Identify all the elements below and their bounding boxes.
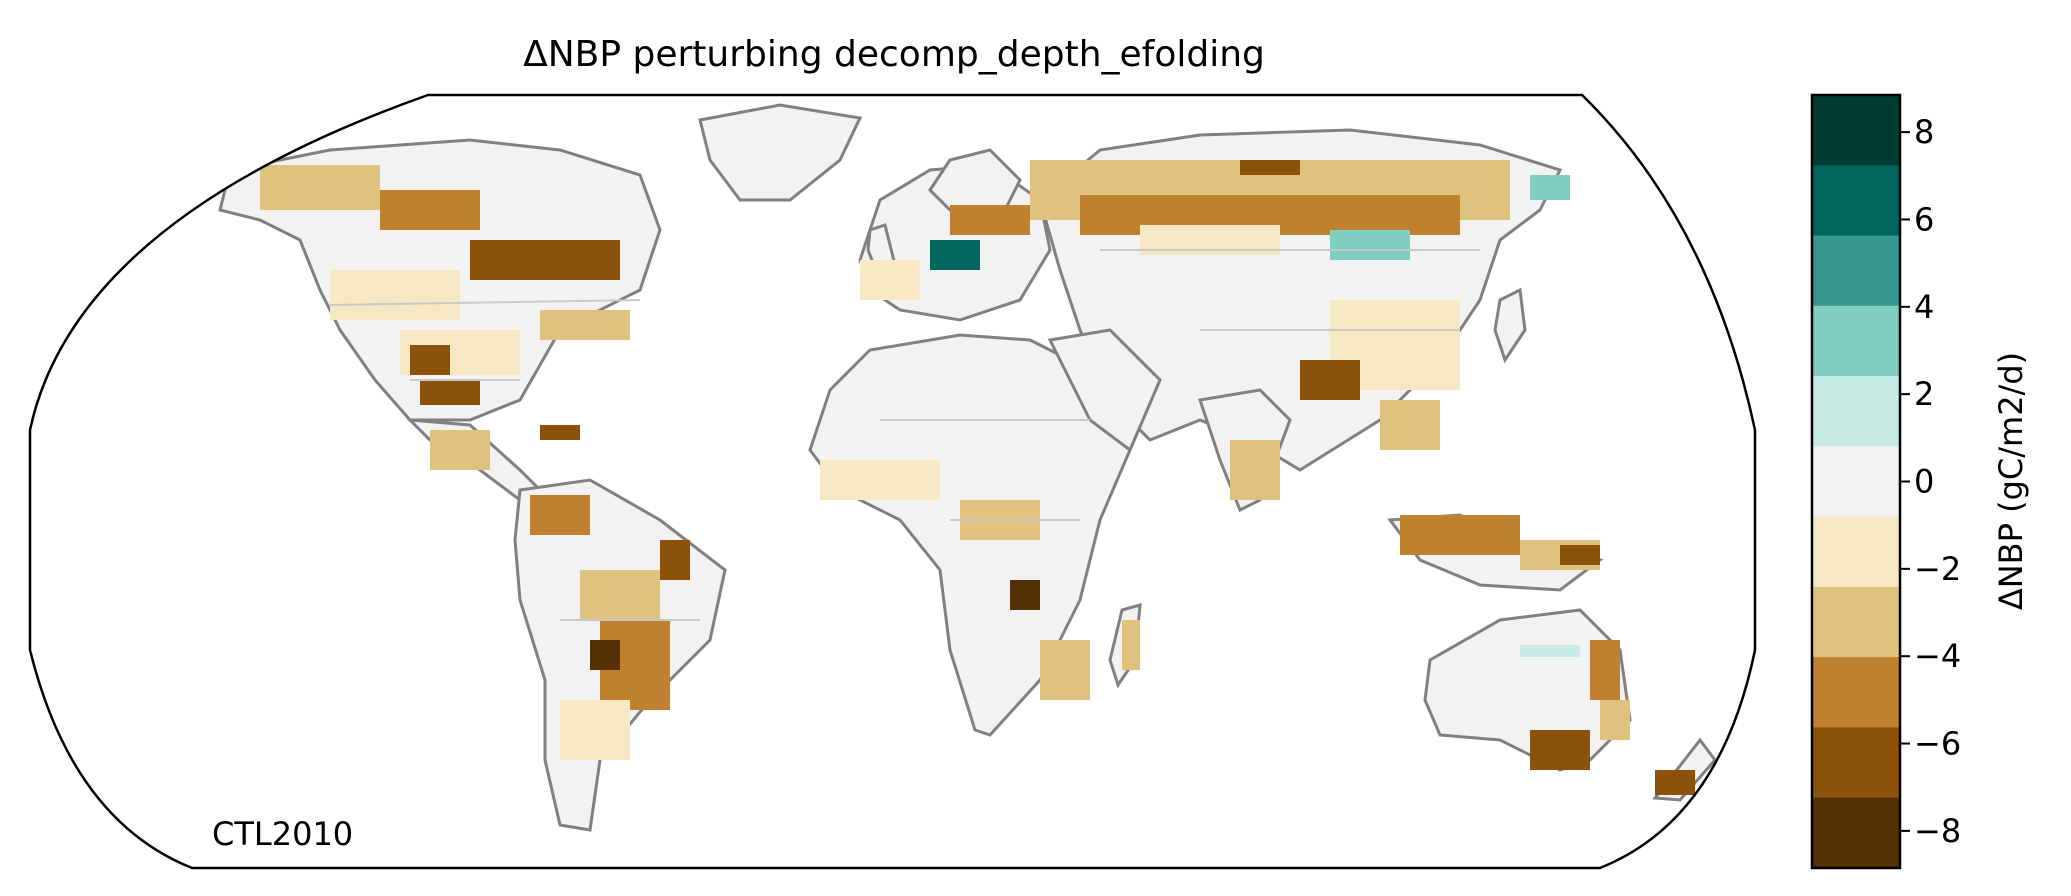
anomaly-cell [930, 240, 980, 270]
anomaly-cell [1560, 545, 1600, 565]
map-outline [28, 93, 1757, 870]
anomaly-cell [1655, 770, 1695, 795]
anomaly-cell [1380, 400, 1440, 450]
colorbar-bin [1812, 516, 1900, 588]
anomaly-cell [860, 260, 920, 300]
map-title: ΔNBP perturbing decomp_depth_efolding [523, 34, 1265, 75]
colorbar-bin [1812, 586, 1900, 658]
anomaly-cell [560, 700, 630, 760]
arabia-landmass [1047, 328, 1162, 453]
anomaly-cell [1530, 730, 1590, 770]
japan-landmass [1493, 287, 1527, 364]
colorbar-bin [1812, 727, 1900, 799]
anomaly-cell [1590, 640, 1620, 700]
colorbar-bin [1812, 797, 1900, 869]
anomaly-cell [330, 270, 460, 320]
anomaly-cell [410, 345, 450, 375]
colorbar-tick-label: −8 [1914, 812, 1961, 850]
anomaly-cell [1230, 440, 1280, 500]
country-borders [329, 249, 1480, 621]
anomaly-cell [540, 425, 580, 440]
anomaly-cell [380, 190, 480, 230]
colorbar-bin [1812, 235, 1900, 307]
greenland-landmass [698, 103, 863, 202]
anomaly-cell [950, 205, 1030, 235]
colorbar-bin [1812, 657, 1900, 728]
anomaly-cell [1300, 360, 1360, 400]
anomaly-cell [590, 640, 620, 670]
anomaly-cell [1240, 160, 1300, 175]
colorbar: 8 6 4 2 0 −2 −4 −6 −8 ΔNBP (gC/m2/d) [1810, 93, 2030, 870]
colorbar-tick-label: 0 [1914, 463, 1934, 501]
colorbar-tick-label: 8 [1914, 113, 1934, 151]
colorbar-bin [1812, 305, 1900, 377]
colorbar-tick-label: −6 [1914, 725, 1961, 763]
anomaly-cell [260, 165, 380, 210]
anomaly-cell [580, 570, 660, 620]
anomaly-cell [1520, 645, 1580, 657]
colorbar-tick-label: 2 [1914, 375, 1934, 413]
anomaly-cell [1122, 620, 1140, 670]
anomaly-cell [1600, 700, 1630, 740]
anomaly-cell [1010, 580, 1040, 610]
anomaly-cell [530, 495, 590, 535]
colorbar-label: ΔNBP (gC/m2/d) [1992, 352, 2030, 610]
anomaly-cell [1040, 640, 1090, 700]
anomaly-cell [470, 240, 620, 280]
anomaly-cell [420, 380, 480, 405]
colorbar-tick-label: 4 [1914, 288, 1934, 326]
anomaly-cell [660, 540, 690, 580]
anomaly-cell [1530, 175, 1570, 200]
colorbar-tick-label: 6 [1914, 200, 1934, 238]
map-panel: CTL2010 [28, 93, 1757, 870]
colorbar-tick-label: −2 [1914, 550, 1961, 588]
anomaly-cell [430, 430, 490, 470]
colorbar-tick-label: −4 [1914, 637, 1961, 675]
colorbar-bin [1812, 95, 1900, 166]
colorbar-bin [1812, 376, 1900, 447]
anomaly-cell [540, 310, 630, 340]
panel-label: CTL2010 [212, 815, 353, 853]
colorbar-bin [1812, 446, 1900, 518]
anomaly-cell [820, 460, 940, 500]
anomaly-cell [1400, 515, 1520, 555]
anomaly-layer [260, 160, 1695, 795]
colorbar-bin [1812, 165, 1900, 237]
anomaly-cell [1330, 230, 1410, 260]
